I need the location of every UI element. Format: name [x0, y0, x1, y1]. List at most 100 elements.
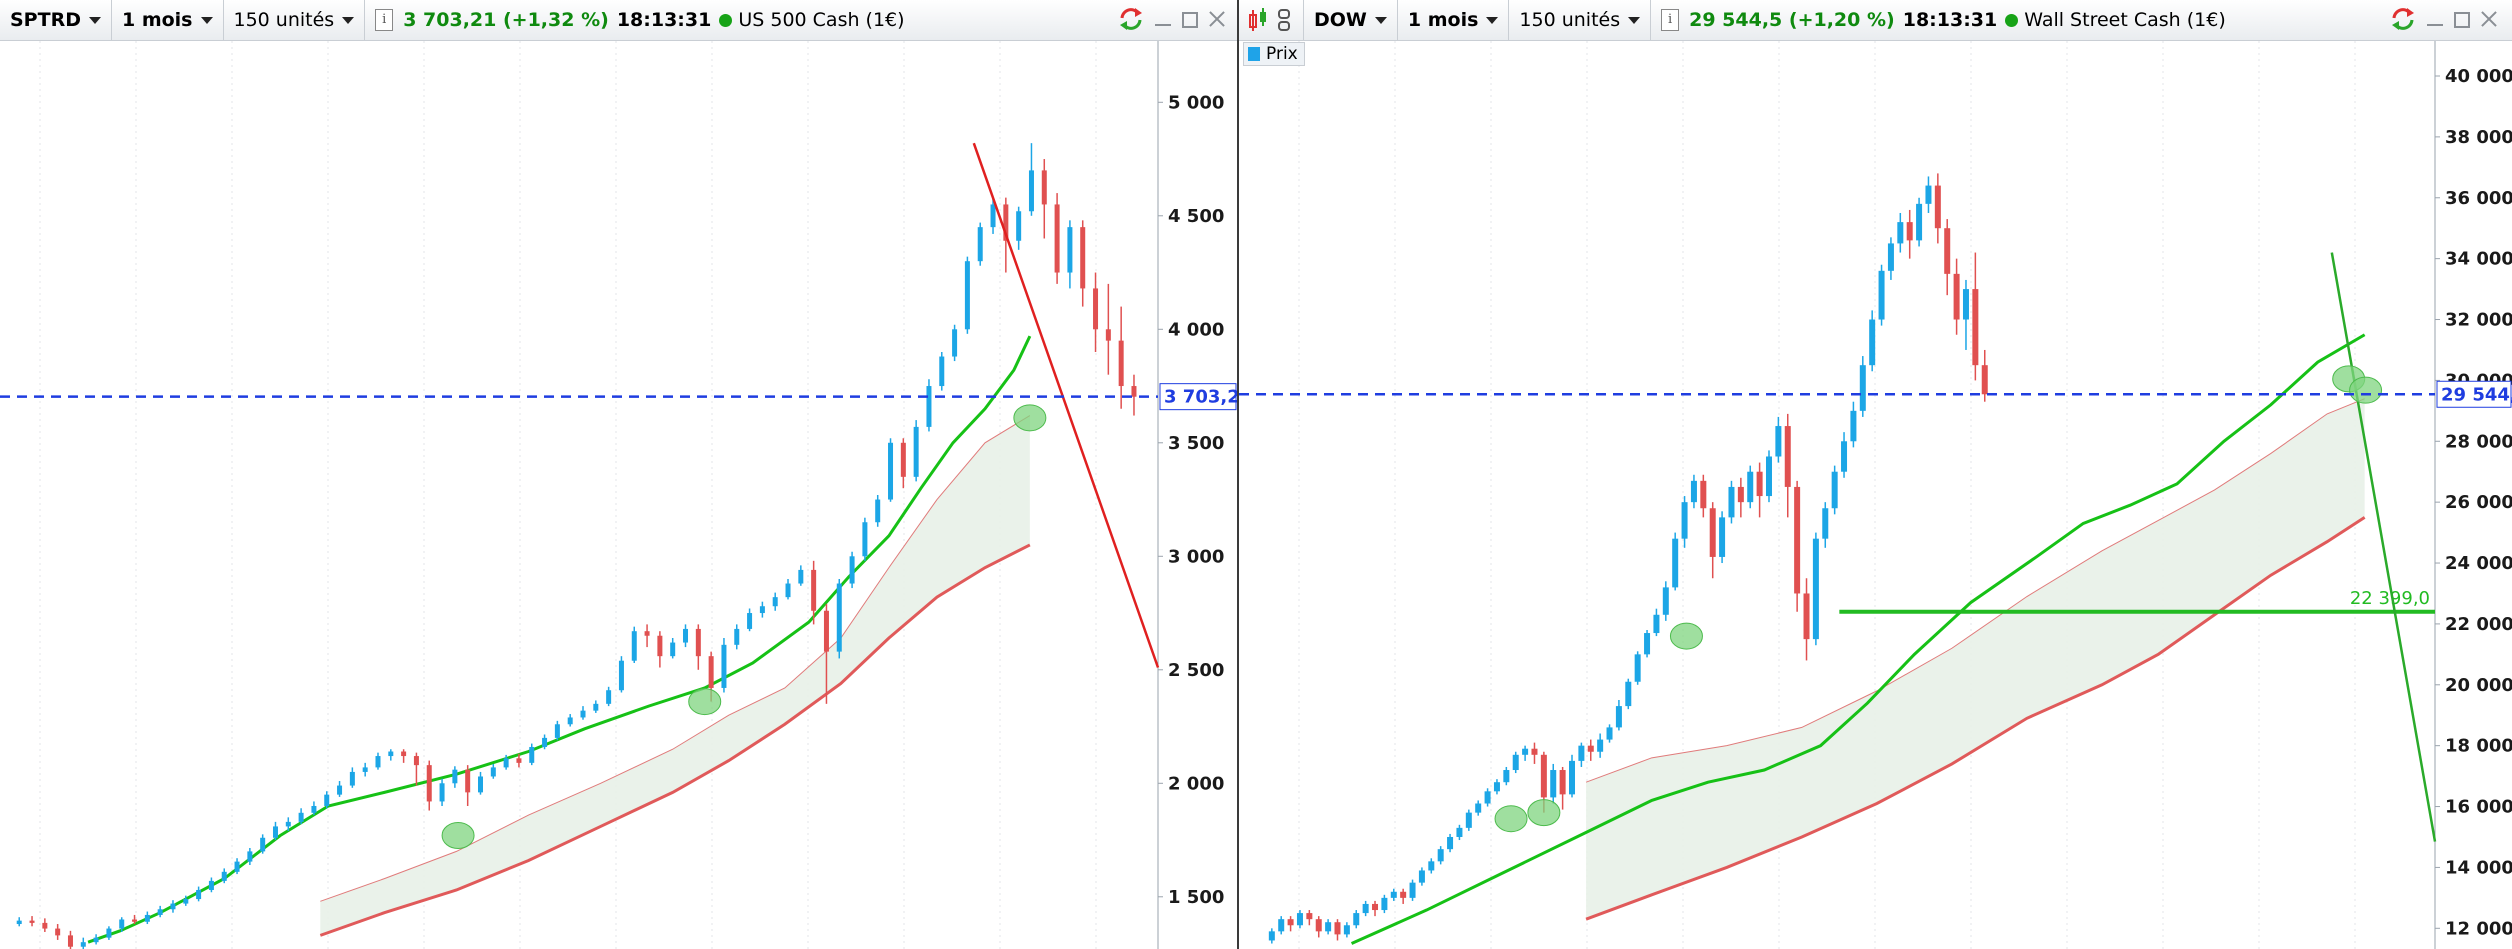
units-selector[interactable]: 150 unités [1509, 0, 1652, 40]
candle-body [1390, 891, 1397, 898]
maximize-icon[interactable] [2454, 12, 2470, 28]
series-legend[interactable]: Prix [1243, 42, 1305, 66]
candle-body [1287, 919, 1294, 926]
touch-point [1669, 622, 1703, 650]
y-tick-label: 16 000 [2445, 797, 2512, 818]
candle-body [1531, 748, 1538, 755]
candle-body [183, 899, 189, 904]
current-price-label: 3 703,21 [1164, 387, 1237, 408]
y-tick-label: 1 500 [1168, 887, 1224, 908]
period-label: 1 mois [121, 9, 193, 31]
candle-body [1016, 211, 1022, 241]
info-icon[interactable]: i [375, 9, 394, 31]
support-label: 22 399,0 [2350, 588, 2430, 609]
panel-divider[interactable] [1237, 0, 1239, 949]
candle-body [1672, 538, 1679, 588]
candle-body [1784, 426, 1791, 487]
info-icon[interactable]: i [1661, 9, 1680, 31]
maximize-icon[interactable] [1182, 12, 1198, 28]
period-selector[interactable]: 1 mois [112, 0, 224, 40]
candle-body [1503, 770, 1510, 783]
candle-body [477, 776, 483, 793]
candle-body [503, 758, 509, 768]
candle-body [16, 920, 22, 925]
candle-body [1728, 486, 1735, 518]
units-label: 150 unités [1519, 9, 1621, 31]
candle-body [1972, 289, 1979, 366]
candle-body [1953, 273, 1960, 320]
symbol-label: SPTRD [10, 9, 81, 31]
candle-body [798, 569, 804, 584]
candle-body [554, 724, 560, 738]
candle-body [1105, 329, 1111, 341]
symbol-selector[interactable]: SPTRD [0, 0, 112, 40]
candle-body [695, 628, 701, 657]
period-selector[interactable]: 1 mois [1398, 0, 1510, 40]
candle-body [298, 812, 304, 822]
candle-body [1615, 706, 1622, 728]
candle-body [1906, 222, 1913, 241]
candle-body [1737, 486, 1744, 503]
candle-body [439, 783, 445, 802]
candle-body [67, 935, 73, 947]
candle-body [888, 442, 894, 500]
candle-body [208, 880, 214, 890]
candle-body [593, 703, 599, 711]
quote-value: 29 544,5 (+1,20 %) [1689, 9, 1895, 31]
candle-body [1315, 919, 1322, 932]
chevron-down-icon [1374, 16, 1387, 24]
close-icon[interactable] [2478, 8, 2500, 30]
band-upper-line [320, 415, 1031, 902]
bar-chart-icon[interactable] [1247, 7, 1269, 33]
price-chart-dow[interactable]: 12 000 14 000 16 000 18 000 20 000 22 000 24 0… [1239, 41, 2512, 949]
candle-body [490, 767, 496, 777]
candle-body [1569, 760, 1576, 795]
candle-body [413, 756, 419, 766]
candle-body [1465, 812, 1472, 828]
candle-body [1587, 745, 1594, 752]
candle-body [157, 909, 163, 915]
sync-icon[interactable] [1118, 6, 1144, 32]
close-icon[interactable] [1206, 8, 1228, 30]
candle-body [644, 631, 650, 636]
candle-body [657, 635, 663, 657]
candle-body [1803, 593, 1810, 640]
candle-body [234, 861, 240, 872]
candle-body [1644, 633, 1651, 655]
candle-body [375, 756, 381, 768]
candle-body [1625, 681, 1632, 707]
minimize-icon[interactable] [1152, 8, 1174, 30]
candle-body [1597, 739, 1604, 752]
candle-body [1381, 897, 1388, 911]
minimize-icon[interactable] [2424, 8, 2446, 30]
candle-body [542, 737, 548, 747]
symbol-selector[interactable]: DOW [1304, 0, 1398, 40]
candle-body [93, 937, 99, 943]
candle-body [1981, 365, 1988, 395]
candle-body [1962, 289, 1969, 320]
candlestick-icon[interactable] [1273, 7, 1295, 33]
candle-body [1709, 508, 1716, 557]
candle-body [1662, 587, 1669, 615]
y-tick-label: 18 000 [2445, 736, 2512, 757]
y-tick-label: 12 000 [2445, 918, 2512, 939]
y-tick-label: 38 000 [2445, 127, 2512, 148]
candle-body [708, 656, 714, 688]
candle-body [1887, 243, 1894, 271]
candle-body [964, 261, 970, 330]
candle-body [1522, 748, 1529, 755]
y-tick-label: 32 000 [2445, 310, 2512, 331]
y-tick-label: 36 000 [2445, 188, 2512, 209]
candle-body [1080, 227, 1086, 289]
candle-body [1325, 922, 1332, 932]
candle-body [362, 767, 368, 772]
candle-body [836, 583, 842, 652]
units-selector[interactable]: 150 unités [224, 0, 366, 40]
candle-body [1447, 836, 1454, 850]
symbol-label: DOW [1314, 9, 1367, 31]
candle-body [849, 556, 855, 584]
sync-icon[interactable] [2390, 6, 2416, 32]
y-tick-label: 40 000 [2445, 66, 2512, 87]
price-chart-sptrd[interactable]: 1 500 2 000 2 500 3 000 3 500 4 000 4 500 5 000… [0, 41, 1237, 949]
candle-body [324, 794, 330, 806]
